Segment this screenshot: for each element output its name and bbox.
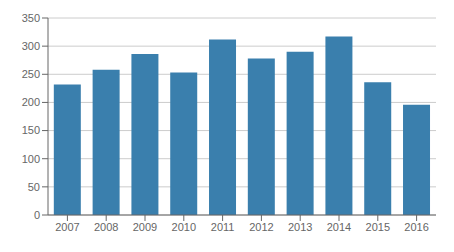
svg-text:300: 300	[22, 40, 40, 52]
svg-text:2008: 2008	[94, 221, 118, 233]
svg-text:2014: 2014	[327, 221, 351, 233]
svg-text:2011: 2011	[211, 221, 235, 233]
svg-text:200: 200	[22, 96, 40, 108]
svg-text:0: 0	[34, 209, 40, 221]
svg-text:2010: 2010	[172, 221, 196, 233]
svg-text:250: 250	[22, 68, 40, 80]
svg-text:2015: 2015	[366, 221, 390, 233]
svg-text:2009: 2009	[133, 221, 157, 233]
svg-text:50: 50	[28, 181, 40, 193]
svg-text:2012: 2012	[249, 221, 273, 233]
svg-text:100: 100	[22, 153, 40, 165]
svg-text:2007: 2007	[55, 221, 79, 233]
svg-text:150: 150	[22, 124, 40, 136]
svg-text:350: 350	[22, 12, 40, 24]
svg-text:2013: 2013	[288, 221, 312, 233]
svg-text:2016: 2016	[404, 221, 428, 233]
